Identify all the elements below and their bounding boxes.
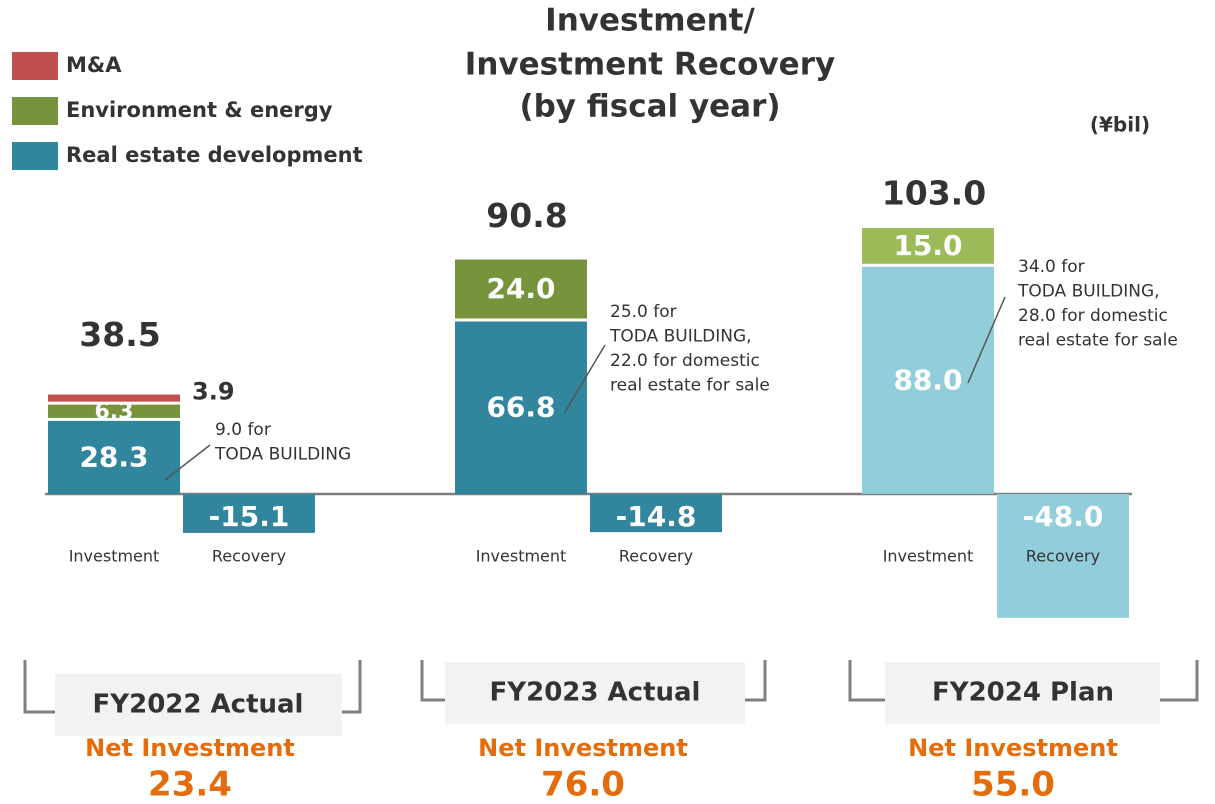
annotation: 28.0 for domestic bbox=[1018, 306, 1168, 326]
annotation: 9.0 for bbox=[215, 420, 271, 440]
annotation: 34.0 for bbox=[1018, 257, 1085, 277]
annotation-leader bbox=[967, 296, 1006, 384]
chart-title: Investment Recovery bbox=[465, 47, 835, 83]
value-label: 24.0 bbox=[486, 272, 555, 305]
bar-segment bbox=[997, 493, 1129, 618]
annotation: real estate for sale bbox=[1018, 331, 1178, 351]
net-title: Net Investment bbox=[85, 734, 295, 762]
legend-label: M&A bbox=[66, 53, 122, 77]
net-value: 76.0 bbox=[541, 765, 625, 804]
value-label: 28.3 bbox=[79, 440, 148, 473]
bar-segment bbox=[455, 259, 587, 319]
legend-label: Real estate development bbox=[66, 143, 363, 167]
group-label: FY2023 Actual bbox=[490, 678, 701, 708]
value-label: -15.1 bbox=[209, 500, 290, 533]
annotation-leader bbox=[564, 344, 606, 413]
value-label: 88.0 bbox=[893, 363, 962, 396]
bar-segment bbox=[455, 321, 587, 494]
annotation-leader bbox=[164, 444, 211, 481]
total-label: 103.0 bbox=[882, 174, 986, 213]
chart-title: Investment/ bbox=[545, 3, 755, 39]
value-label: 3.9 bbox=[192, 378, 235, 406]
bar-segment bbox=[48, 394, 180, 402]
group-label: FY2022 Actual bbox=[93, 690, 304, 720]
net-title: Net Investment bbox=[908, 734, 1118, 762]
annotation: TODA BUILDING, bbox=[609, 327, 752, 347]
value-label: 15.0 bbox=[893, 229, 962, 262]
x-tick-label: Recovery bbox=[1026, 547, 1100, 566]
group-brackets bbox=[23, 660, 1199, 714]
legend-swatch bbox=[12, 52, 58, 80]
bracket bbox=[848, 660, 1199, 702]
x-tick-label: Investment bbox=[69, 547, 160, 566]
legend-label: Environment & energy bbox=[66, 98, 333, 122]
bar-segment bbox=[862, 228, 994, 264]
legend-swatch bbox=[12, 97, 58, 125]
total-label: 90.8 bbox=[486, 196, 567, 235]
net-title: Net Investment bbox=[478, 734, 688, 762]
bar-segment bbox=[183, 493, 315, 533]
bar-segment bbox=[48, 420, 180, 494]
bracket bbox=[420, 660, 767, 702]
chart-title: (by fiscal year) bbox=[519, 89, 780, 125]
annotation: TODA BUILDING bbox=[214, 445, 351, 465]
annotation: real estate for sale bbox=[610, 376, 770, 396]
net-value: 23.4 bbox=[148, 765, 232, 804]
annotation: 22.0 for domestic bbox=[610, 351, 760, 371]
bar-segment bbox=[48, 404, 180, 418]
bracket bbox=[23, 660, 362, 714]
unit-label: (¥bil) bbox=[1090, 113, 1150, 137]
total-label: 38.5 bbox=[79, 315, 160, 354]
group-label-boxes bbox=[55, 662, 1160, 736]
label-box bbox=[885, 662, 1160, 724]
net-value: 55.0 bbox=[971, 765, 1055, 804]
label-box bbox=[445, 662, 745, 724]
legend-swatch bbox=[12, 142, 58, 170]
value-label: 6.3 bbox=[95, 399, 134, 424]
annotation: TODA BUILDING, bbox=[1017, 282, 1160, 302]
label-box bbox=[55, 674, 342, 736]
x-tick-label: Investment bbox=[476, 547, 567, 566]
x-tick-label: Investment bbox=[883, 547, 974, 566]
bar-segment bbox=[590, 493, 722, 533]
annotation: 25.0 for bbox=[610, 302, 677, 322]
x-tick-label: Recovery bbox=[212, 547, 286, 566]
value-label: 66.8 bbox=[486, 391, 555, 424]
x-tick-label: Recovery bbox=[619, 547, 693, 566]
value-label: -48.0 bbox=[1023, 500, 1104, 533]
bar-segment bbox=[862, 266, 994, 494]
value-label: -14.8 bbox=[616, 500, 697, 533]
group-label: FY2024 Plan bbox=[932, 678, 1114, 708]
